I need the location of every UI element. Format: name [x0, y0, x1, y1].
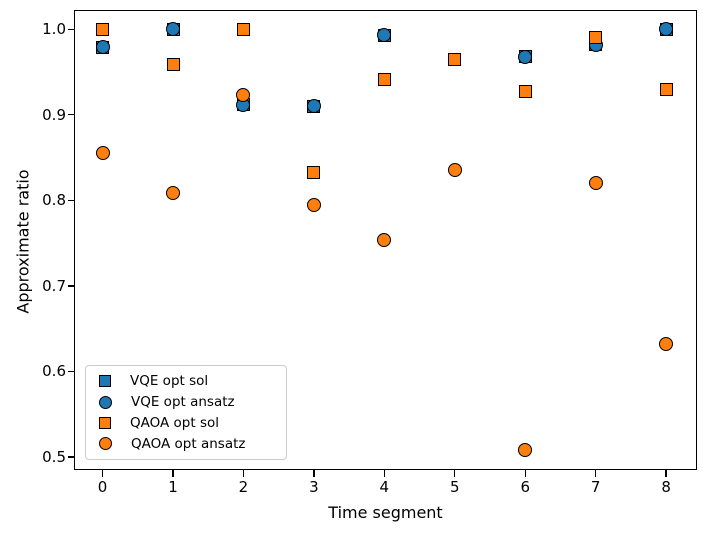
x-tick-mark	[594, 470, 597, 477]
legend-item-qaoa-opt-ansatz: QAOA opt ansatz	[96, 433, 276, 454]
legend-label: VQE opt sol	[130, 373, 209, 390]
marker-qaoa-opt-ansatz-x5	[447, 162, 462, 177]
x-tick-label: 3	[309, 478, 319, 496]
x-tick-label: 1	[168, 478, 178, 496]
marker-qaoa-opt-sol-x3	[307, 165, 321, 179]
x-tick-mark	[172, 470, 174, 477]
marker-qaoa-opt-ansatz-x8	[659, 337, 674, 352]
marker-vqe-opt-ansatz-x6	[518, 49, 533, 64]
x-tick-mark	[242, 470, 245, 477]
marker-qaoa-opt-sol-x7	[589, 31, 603, 45]
x-tick-label: 6	[520, 478, 530, 496]
y-tick-label: 0.7	[42, 276, 66, 295]
marker-qaoa-opt-sol-x4	[377, 73, 391, 87]
x-tick-mark	[524, 470, 526, 477]
legend-label: QAOA opt ansatz	[131, 435, 246, 452]
marker-vqe-opt-ansatz-x4	[377, 28, 392, 43]
x-tick-mark	[454, 470, 456, 477]
x-tick-label: 2	[238, 478, 249, 496]
y-tick-label: 0.6	[42, 362, 66, 381]
marker-qaoa-opt-sol-x1	[166, 57, 180, 71]
legend-label: QAOA opt sol	[130, 414, 219, 431]
y-tick-mark	[68, 370, 75, 373]
marker-qaoa-opt-sol-x6	[518, 85, 532, 99]
circle-marker-icon	[99, 437, 112, 451]
x-tick-label: 5	[450, 478, 460, 496]
square-marker-icon	[99, 416, 111, 429]
y-axis-label: Approximate ratio	[13, 169, 33, 314]
marker-qaoa-opt-ansatz-x6	[518, 443, 533, 458]
legend-item-qaoa-opt-sol: QAOA opt sol	[96, 413, 276, 434]
marker-vqe-opt-ansatz-x3	[306, 99, 321, 114]
marker-vqe-opt-ansatz-x1	[166, 22, 181, 37]
x-tick-mark	[101, 470, 104, 477]
y-tick-mark	[68, 456, 75, 458]
marker-qaoa-opt-ansatz-x0	[95, 146, 110, 161]
marker-qaoa-opt-sol-x2	[236, 22, 250, 36]
marker-qaoa-opt-ansatz-x1	[166, 185, 181, 200]
marker-vqe-opt-ansatz-x8	[659, 22, 674, 37]
x-tick-mark	[313, 470, 315, 477]
marker-qaoa-opt-sol-x5	[448, 52, 462, 66]
legend: VQE opt sol VQE opt ansatz QAOA opt sol QAO…	[85, 365, 287, 460]
x-tick-label: 4	[379, 478, 390, 496]
x-tick-label: 0	[97, 478, 108, 496]
y-tick-label: 0.5	[42, 448, 66, 467]
x-tick-mark	[665, 470, 667, 477]
y-tick-mark	[68, 199, 75, 202]
x-axis-label: Time segment	[328, 503, 443, 522]
square-marker-icon	[99, 375, 111, 388]
marker-qaoa-opt-ansatz-x4	[377, 232, 392, 247]
marker-vqe-opt-ansatz-x0	[95, 40, 110, 55]
y-tick-mark	[68, 114, 75, 116]
legend-label: VQE opt ansatz	[131, 394, 235, 411]
x-tick-mark	[383, 470, 386, 477]
y-tick-label: 0.8	[42, 191, 66, 210]
marker-qaoa-opt-sol-x8	[659, 82, 673, 96]
x-tick-label: 8	[661, 478, 671, 496]
y-tick-mark	[68, 285, 75, 287]
legend-item-vqe-opt-ansatz: VQE opt ansatz	[96, 392, 276, 413]
marker-qaoa-opt-sol-x0	[96, 22, 110, 36]
y-tick-mark	[68, 28, 75, 30]
x-tick-label: 7	[590, 478, 601, 496]
legend-item-vqe-opt-sol: VQE opt sol	[96, 371, 276, 392]
y-tick-label: 0.9	[42, 105, 66, 124]
marker-qaoa-opt-ansatz-x7	[588, 176, 603, 191]
circle-marker-icon	[99, 395, 112, 409]
marker-qaoa-opt-ansatz-x2	[236, 88, 251, 103]
y-tick-label: 1.0	[42, 20, 66, 39]
marker-qaoa-opt-ansatz-x3	[306, 197, 321, 212]
